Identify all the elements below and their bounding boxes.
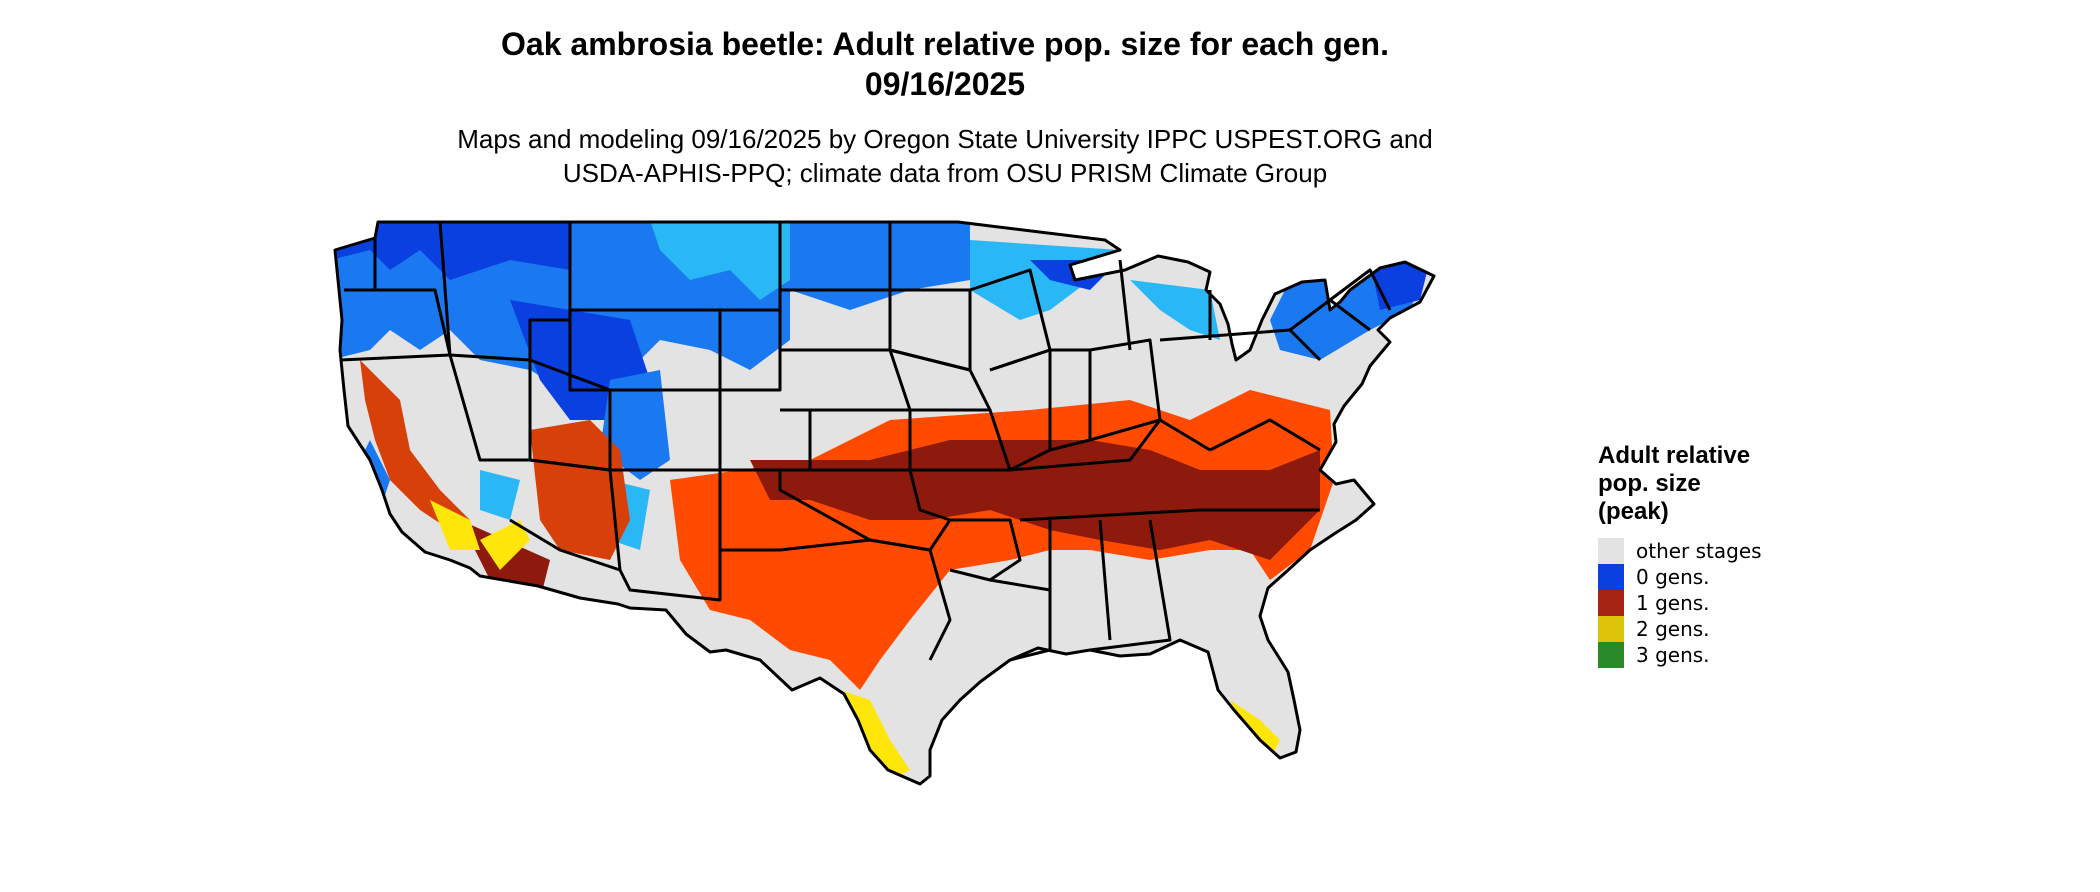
border-in xyxy=(1049,348,1092,452)
region-1-gens-california xyxy=(360,360,470,530)
us-map xyxy=(333,220,1436,786)
legend-swatch-2-gens xyxy=(1598,616,1624,642)
region-1-gens-arizona xyxy=(530,420,630,560)
legend-title-line-2: pop. size xyxy=(1598,470,1701,497)
state-borders xyxy=(333,220,1436,786)
border-mi xyxy=(1118,259,1132,351)
legend-swatch-0-gens xyxy=(1598,564,1624,590)
region-0-gens-michigan xyxy=(1130,280,1220,340)
border-ok xyxy=(720,468,952,552)
legend-item-0-gens: 0 gens. xyxy=(1598,564,1838,590)
border-id-west xyxy=(438,221,452,356)
legend-swatch-other-stages xyxy=(1598,538,1624,564)
border-id-mt xyxy=(449,222,572,362)
border-tx xyxy=(720,538,952,661)
legend-label-other-stages: other stages xyxy=(1636,539,1762,563)
border-nv xyxy=(448,354,532,462)
border-nm xyxy=(610,468,722,602)
legend-label-3-gens: 3 gens. xyxy=(1636,643,1710,667)
region-2-gens-south-texas xyxy=(840,690,910,780)
border-wy xyxy=(568,310,722,392)
legend-item-3-gens: 3 gens. xyxy=(1598,642,1838,668)
legend-label-2-gens: 2 gens. xyxy=(1636,617,1710,641)
region-2-gens-california-south xyxy=(430,500,480,550)
legend-title-line-3: (peak) xyxy=(1598,498,1669,525)
legend-swatch-1-gens xyxy=(1598,590,1624,616)
border-oh xyxy=(1089,338,1162,442)
region-0-gens-north-dakota xyxy=(790,222,970,310)
legend-label-1-gens: 1 gens. xyxy=(1636,591,1710,615)
border-ky-tn xyxy=(1009,418,1211,472)
border-or xyxy=(339,288,452,362)
border-al-ga xyxy=(1098,519,1112,641)
border-ar xyxy=(949,518,1022,582)
map-date: 09/16/2025 xyxy=(864,66,1026,102)
credits-line-1: Maps and modeling 09/16/2025 by Oregon S… xyxy=(457,124,1433,154)
border-tn-south xyxy=(1019,508,1201,522)
legend-item-other-stages: other stages xyxy=(1598,538,1838,564)
region-0-gens-northwest-dark xyxy=(335,222,570,280)
region-2-gens-arizona-south xyxy=(480,520,530,570)
legend-title: Adult relative pop. size (peak) xyxy=(1598,442,1818,526)
legend-title-line-1: Adult relative xyxy=(1598,442,1751,469)
legend-item-1-gens: 1 gens. xyxy=(1598,590,1838,616)
border-va xyxy=(1209,418,1321,452)
border-il xyxy=(989,348,1052,472)
region-0-gens-utah-light xyxy=(480,470,520,520)
region-0-gens-montana-light xyxy=(650,222,790,300)
legend-swatch-3-gens xyxy=(1598,642,1624,668)
border-mo xyxy=(910,408,1012,472)
credits-line-2: USDA-APHIS-PPQ; climate data from OSU PR… xyxy=(562,158,1328,188)
legend-item-2-gens: 2 gens. xyxy=(1598,616,1838,642)
border-vt-nh xyxy=(1329,268,1392,311)
border-ga-fl xyxy=(1089,519,1172,652)
map-title: Oak ambrosia beetle: Adult relative pop.… xyxy=(501,26,1389,62)
legend-label-0-gens: 0 gens. xyxy=(1636,565,1710,589)
us-outline xyxy=(333,220,1436,786)
map-fill-layer xyxy=(335,222,1434,784)
